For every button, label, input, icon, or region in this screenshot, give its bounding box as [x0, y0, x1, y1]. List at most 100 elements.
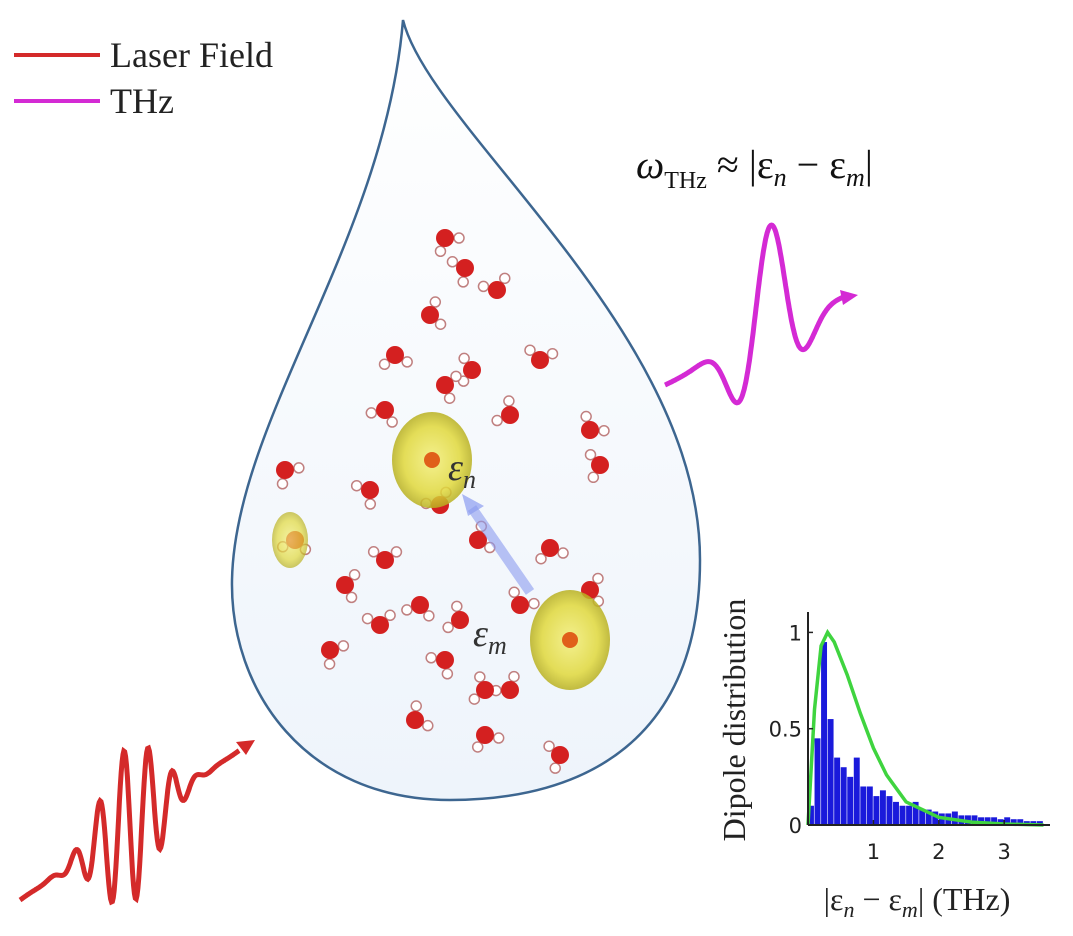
hydrogen	[323, 658, 336, 670]
hydrogen	[423, 610, 435, 622]
laser-wave	[18, 744, 241, 906]
hydrogen	[524, 344, 536, 356]
hydrogen	[592, 572, 604, 585]
state-label: εm	[473, 613, 507, 660]
hydrogen	[508, 586, 520, 599]
hydrogen	[499, 272, 511, 285]
hydrogen	[557, 547, 569, 559]
hydrogen	[528, 597, 540, 610]
oxygen	[376, 401, 394, 419]
hydrogen	[492, 732, 505, 744]
hydrogen	[337, 640, 350, 652]
legend: Laser Field THz	[14, 35, 273, 121]
hydrogen	[458, 352, 470, 365]
histogram-bar	[873, 796, 880, 825]
hydrogen	[434, 245, 447, 257]
oxygen	[488, 281, 506, 299]
y-axis-label: Dipole distribution	[716, 599, 752, 842]
hydrogen	[384, 609, 396, 622]
oxygen	[469, 531, 487, 549]
oxygen	[456, 259, 474, 277]
hydrogen	[422, 719, 434, 732]
histogram-bar	[1010, 819, 1017, 825]
hydrogen	[386, 416, 398, 428]
oxygen	[541, 539, 559, 557]
hydrogen	[345, 591, 358, 604]
y-tick-label: 0	[789, 814, 802, 838]
hydrogen	[503, 395, 515, 407]
hydrogen	[443, 392, 456, 404]
hydrogen	[535, 552, 547, 565]
histogram-bar	[893, 801, 899, 825]
oxygen	[371, 616, 389, 634]
oxygen	[501, 681, 519, 699]
x-tick-label: 2	[932, 840, 945, 864]
oxygen	[436, 229, 454, 247]
histogram-bar	[840, 767, 847, 825]
hydrogen	[429, 296, 442, 308]
histogram-bar	[808, 805, 814, 825]
hydrogen	[477, 280, 490, 293]
histogram-bar	[1004, 817, 1011, 825]
histogram-bar	[1017, 819, 1024, 825]
hydrogen	[598, 424, 610, 437]
hydrogen	[348, 569, 361, 581]
hydrogen	[390, 546, 403, 558]
hydrogen	[587, 471, 600, 484]
oxygen	[406, 711, 424, 729]
hydrogen	[410, 700, 422, 712]
oxygen	[321, 641, 339, 659]
histogram-bar	[834, 757, 841, 825]
hydrogen	[446, 256, 459, 268]
oxygen	[386, 346, 404, 364]
droplet	[230, 19, 702, 802]
histogram-bar	[814, 738, 821, 825]
oxygen	[376, 551, 394, 569]
oxygen	[551, 746, 569, 764]
y-tick-label: 1	[789, 621, 802, 645]
histogram-bar	[991, 817, 998, 825]
fit-line	[806, 628, 1044, 827]
histogram-bar	[879, 790, 886, 825]
oxygen	[336, 576, 354, 594]
thz-wave	[664, 222, 851, 406]
oxygen	[501, 406, 519, 424]
histogram-bar	[886, 796, 893, 825]
histogram-bar	[984, 817, 991, 825]
hydrogen	[425, 652, 437, 664]
formula: ωTHz ≈ |εn − εm|	[636, 142, 873, 194]
hydrogen	[491, 414, 503, 427]
hydrogen	[453, 232, 465, 244]
waves	[18, 222, 858, 906]
histogram-bar	[906, 805, 913, 825]
oxygen	[511, 596, 529, 614]
inset-chart: 0 0.5 1 1 2 3	[769, 612, 1050, 864]
histogram-bar	[925, 809, 932, 825]
x-tick-label: 1	[867, 840, 880, 864]
histogram-bar	[827, 719, 834, 825]
oxygen	[476, 726, 494, 744]
hydrogen	[474, 671, 486, 683]
transition-arrow	[467, 505, 535, 595]
state-label: εn	[448, 447, 476, 494]
hydrogen	[293, 462, 305, 474]
hydrogen	[471, 741, 484, 753]
histogram-bar	[860, 786, 867, 825]
oxygen	[436, 651, 454, 669]
hydrogen	[364, 498, 377, 510]
hydrogen	[549, 762, 561, 774]
hydrogen	[361, 612, 374, 625]
hydrogen	[350, 479, 363, 492]
hydrogen	[401, 356, 413, 368]
molecules	[276, 229, 610, 774]
x-axis-label: |εn − εm| (THz)	[824, 881, 1011, 922]
hydrogen	[276, 478, 289, 490]
hydrogen	[584, 448, 597, 461]
oxygen	[451, 611, 469, 629]
histogram-bar	[912, 801, 919, 825]
histogram-bar	[1036, 821, 1043, 825]
thz-arrowhead	[840, 290, 858, 305]
y-tick-label: 0.5	[769, 718, 802, 742]
hydrogen	[451, 600, 463, 613]
histogram-bar	[932, 811, 939, 825]
